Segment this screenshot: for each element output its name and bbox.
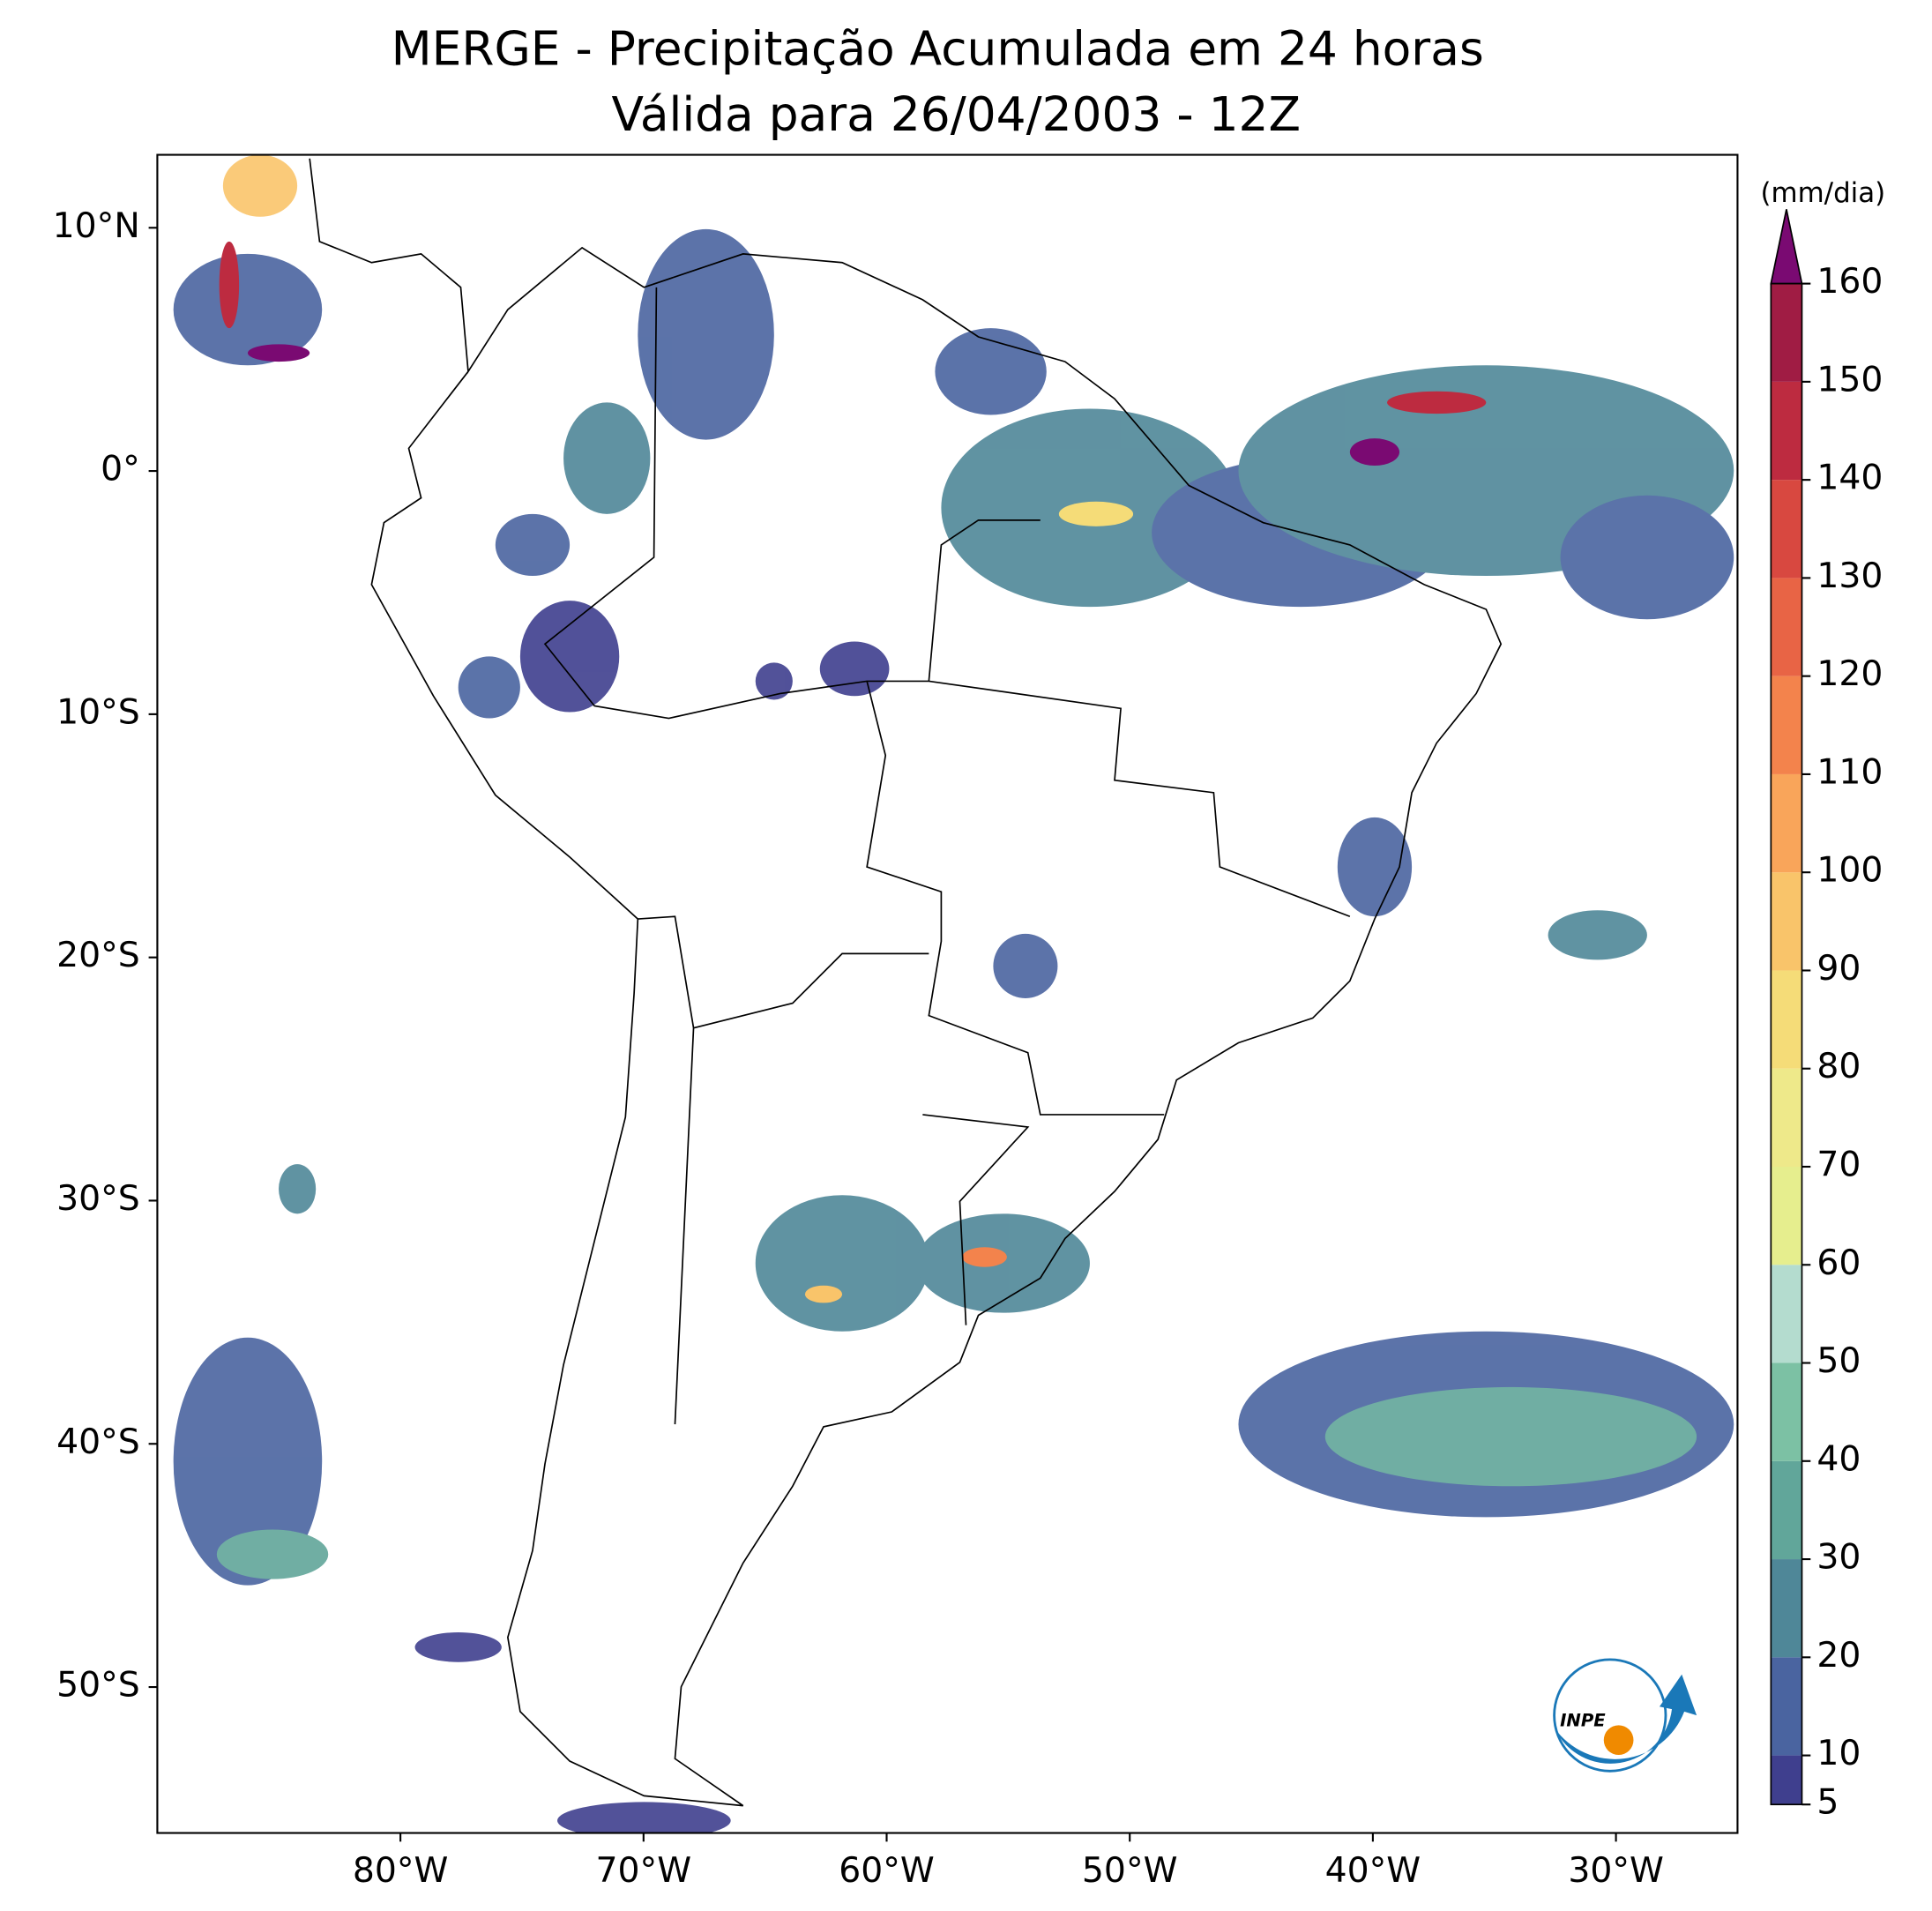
colorbar-band — [1771, 1166, 1802, 1265]
colorbar-band — [1771, 1755, 1802, 1805]
rain-area — [414, 1632, 502, 1662]
colorbar-band — [1771, 1559, 1802, 1658]
colorbar-band — [1771, 1657, 1802, 1756]
inpe-logo: INPE — [1553, 1658, 1697, 1773]
x-tick-label: 60°W — [839, 1851, 935, 1891]
rain-area — [557, 1802, 731, 1833]
logo-sun — [1603, 1725, 1634, 1756]
colorbar-band — [1771, 1362, 1802, 1461]
y-tick-label: 10°S — [56, 692, 140, 732]
subtitle: Válida para 26/04/2003 - 12Z — [611, 86, 1301, 142]
title: MERGE - Precipitação Acumulada em 24 hor… — [392, 21, 1484, 77]
colorbar-band — [1771, 480, 1802, 579]
colorbar-tick-label: 110 — [1816, 752, 1883, 792]
y-tick-label: 10°N — [53, 206, 140, 246]
precipitation-field — [173, 154, 1734, 1833]
colorbar-band — [1771, 1068, 1802, 1167]
rain-area — [279, 1164, 317, 1214]
rain-area — [495, 513, 571, 577]
colorbar-tick-label: 10 — [1816, 1734, 1861, 1773]
colorbar-tick-label: 130 — [1816, 556, 1883, 596]
y-tick-label: 40°S — [56, 1422, 140, 1462]
colorbar-tick-label: 60 — [1816, 1243, 1861, 1283]
rain-core — [1058, 501, 1134, 526]
logo-ring — [1553, 1658, 1667, 1773]
x-tick-label: 50°W — [1082, 1851, 1178, 1891]
coastline — [309, 158, 1503, 1807]
x-tick-label: 30°W — [1568, 1851, 1664, 1891]
colorbar-tick-label: 90 — [1816, 949, 1861, 989]
rain-area — [173, 1337, 323, 1586]
colorbar-tick-label: 160 — [1816, 262, 1883, 302]
colorbar-band — [1771, 872, 1802, 971]
rain-core — [219, 241, 240, 329]
colorbar-band — [1771, 283, 1802, 382]
rain-area — [993, 933, 1058, 998]
y-tick-label: 20°S — [56, 936, 140, 975]
colorbar-band — [1771, 1265, 1802, 1363]
x-tick-label: 70°W — [596, 1851, 692, 1891]
rain-core — [804, 1285, 843, 1303]
rain-core — [1386, 391, 1487, 414]
rain-area — [935, 328, 1047, 415]
rain-area — [1560, 495, 1734, 620]
rain-area — [1548, 910, 1647, 960]
colorbar-band — [1771, 773, 1802, 873]
colorbar-band — [1771, 578, 1802, 676]
rain-area — [819, 641, 890, 697]
colorbar-band — [1771, 970, 1802, 1069]
colorbar-band — [1771, 1460, 1802, 1560]
map-frame — [156, 153, 1739, 1834]
y-tick-label: 50°S — [56, 1666, 140, 1706]
colorbar-frame — [1770, 282, 1803, 1806]
colorbar-tick-label: 140 — [1816, 459, 1883, 498]
rain-core — [247, 344, 310, 362]
colorbar-label: (mm/dia) — [1760, 177, 1885, 209]
rain-area — [458, 656, 520, 719]
y-tick-label: 0° — [101, 450, 140, 489]
colorbar-tick-label: 150 — [1816, 360, 1883, 399]
rain-core — [1349, 438, 1400, 467]
rain-area — [173, 253, 323, 366]
rain-area — [638, 228, 774, 440]
rain-area — [222, 154, 298, 217]
colorbar-tick-label: 120 — [1816, 654, 1883, 694]
rain-area — [916, 1213, 1090, 1313]
y-tick-label: 30°S — [56, 1179, 140, 1219]
rain-area — [1324, 1386, 1697, 1487]
colorbar-tick-label: 80 — [1816, 1047, 1861, 1086]
colorbar-tick-label: 100 — [1816, 851, 1883, 891]
logo-text: INPE — [1560, 1711, 1606, 1731]
colorbar-band — [1771, 381, 1802, 481]
rain-area — [755, 662, 793, 700]
colorbar-tick-label: 50 — [1816, 1341, 1861, 1381]
x-tick-label: 80°W — [353, 1851, 449, 1891]
colorbar-band — [1771, 676, 1802, 774]
rain-core — [962, 1247, 1007, 1267]
rain-area — [216, 1529, 329, 1579]
colorbar-tick-label: 40 — [1816, 1439, 1861, 1479]
colorbar-tick-label: 20 — [1816, 1636, 1861, 1676]
colorbar-tick-label: 70 — [1816, 1145, 1861, 1184]
rain-area — [1337, 817, 1413, 917]
x-tick-label: 40°W — [1325, 1851, 1421, 1891]
borders — [543, 287, 1351, 1425]
colorbar-tick-label: 5 — [1816, 1783, 1839, 1823]
rain-area — [563, 402, 651, 514]
rain-area — [519, 601, 620, 713]
rain-area — [755, 1195, 929, 1332]
logo-arrow — [1554, 1674, 1697, 1764]
colorbar-tick-label: 30 — [1816, 1538, 1861, 1578]
